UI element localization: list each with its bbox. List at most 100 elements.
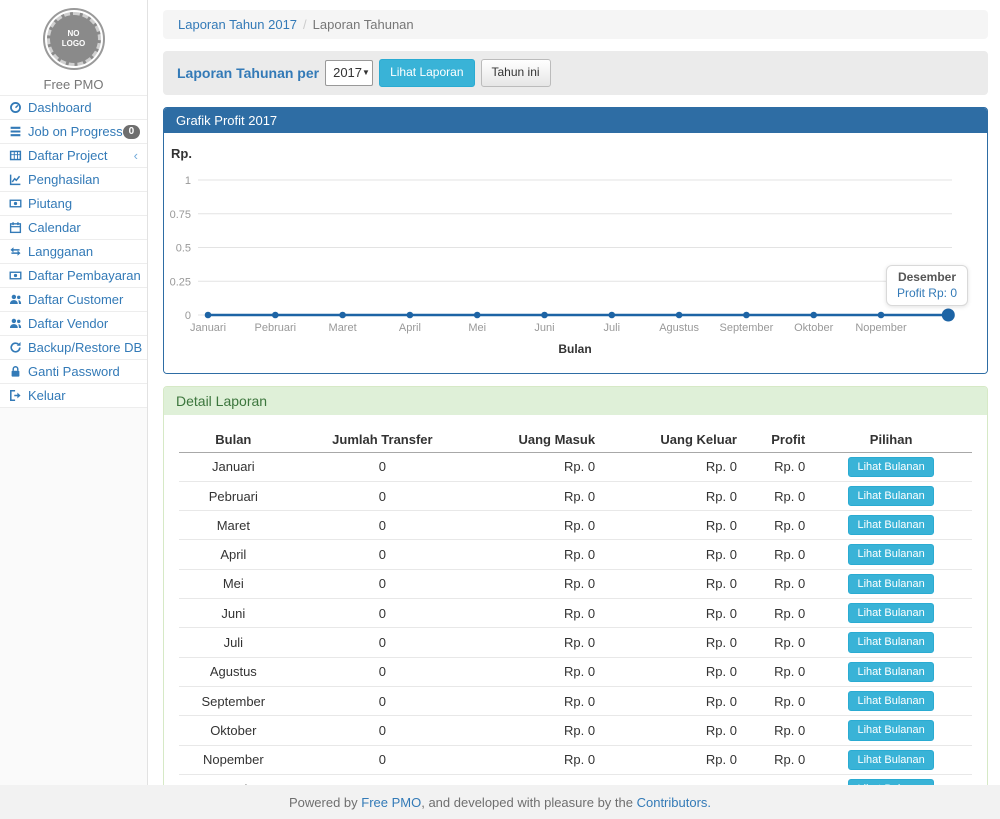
count-badge: 0	[123, 125, 141, 139]
money-icon	[9, 269, 23, 282]
cell-uang_keluar: Rp. 0	[600, 569, 742, 598]
lihat-bulanan-button[interactable]: Lihat Bulanan	[848, 750, 933, 770]
detail-laporan-panel: Detail Laporan BulanJumlah TransferUang …	[163, 386, 988, 785]
svg-text:0.5: 0.5	[176, 242, 191, 254]
tahun-ini-button[interactable]: Tahun ini	[481, 59, 551, 87]
cell-pilihan: Lihat Bulanan	[810, 540, 972, 569]
lihat-bulanan-button[interactable]: Lihat Bulanan	[848, 574, 933, 594]
cell-profit: Rp. 0	[742, 511, 810, 540]
cell-uang_masuk: Rp. 0	[477, 774, 600, 785]
sidebar-item-job-on-progress[interactable]: Job on Progress0	[0, 120, 147, 144]
sidebar-item-penghasilan[interactable]: Penghasilan	[0, 168, 147, 192]
report-table: BulanJumlah TransferUang MasukUang Kelua…	[179, 427, 972, 785]
sidebar-item-daftar-vendor[interactable]: Daftar Vendor	[0, 312, 147, 336]
column-header-bulan: Bulan	[179, 427, 288, 453]
sidebar-item-piutang[interactable]: Piutang	[0, 192, 147, 216]
sidebar-item-label: Backup/Restore DB	[28, 340, 142, 355]
lihat-bulanan-button[interactable]: Lihat Bulanan	[848, 632, 933, 652]
sidebar-item-daftar-pembayaran[interactable]: Daftar Pembayaran	[0, 264, 147, 288]
dashboard-icon	[9, 101, 23, 114]
profit-chart-panel: Grafik Profit 2017 Rp. 00.250.50.751Janu…	[163, 107, 988, 374]
cell-bulan: Desember	[179, 774, 288, 785]
cell-bulan: April	[179, 540, 288, 569]
report-table-body: Januari0Rp. 0Rp. 0Rp. 0Lihat BulananPebr…	[179, 452, 972, 785]
breadcrumb: Laporan Tahun 2017/Laporan Tahunan	[163, 10, 988, 39]
cell-uang_masuk: Rp. 0	[477, 569, 600, 598]
table-row: Januari0Rp. 0Rp. 0Rp. 0Lihat Bulanan	[179, 452, 972, 481]
svg-text:Nopember: Nopember	[855, 322, 907, 334]
sidebar-item-label: Daftar Vendor	[28, 316, 108, 331]
lihat-bulanan-button[interactable]: Lihat Bulanan	[848, 515, 933, 535]
lihat-bulanan-button[interactable]: Lihat Bulanan	[848, 691, 933, 711]
app-window: NO LOGO Free PMO DashboardJob on Progres…	[0, 0, 1000, 785]
cell-jumlah_transfer: 0	[288, 569, 478, 598]
table-row: Nopember0Rp. 0Rp. 0Rp. 0Lihat Bulanan	[179, 745, 972, 774]
table-row: Maret0Rp. 0Rp. 0Rp. 0Lihat Bulanan	[179, 511, 972, 540]
cell-pilihan: Lihat Bulanan	[810, 774, 972, 785]
lihat-bulanan-button[interactable]: Lihat Bulanan	[848, 720, 933, 740]
cell-uang_keluar: Rp. 0	[600, 540, 742, 569]
cell-uang_masuk: Rp. 0	[477, 745, 600, 774]
footer-link-contributors[interactable]: Contributors.	[637, 795, 711, 810]
cell-uang_keluar: Rp. 0	[600, 481, 742, 510]
column-header-uang-keluar: Uang Keluar	[600, 427, 742, 453]
lihat-laporan-button[interactable]: Lihat Laporan	[379, 59, 474, 87]
cell-profit: Rp. 0	[742, 628, 810, 657]
sidebar-item-dashboard[interactable]: Dashboard	[0, 96, 147, 120]
sidebar-item-ganti-password[interactable]: Ganti Password	[0, 360, 147, 384]
money-icon	[9, 197, 23, 210]
cell-profit: Rp. 0	[742, 745, 810, 774]
table-row: Mei0Rp. 0Rp. 0Rp. 0Lihat Bulanan	[179, 569, 972, 598]
lihat-bulanan-button[interactable]: Lihat Bulanan	[848, 486, 933, 506]
lihat-bulanan-button[interactable]: Lihat Bulanan	[848, 457, 933, 477]
lihat-bulanan-button[interactable]: Lihat Bulanan	[848, 603, 933, 623]
sidebar-item-label: Ganti Password	[28, 364, 120, 379]
sidebar-item-daftar-project[interactable]: Daftar Project‹	[0, 144, 147, 168]
svg-text:0: 0	[185, 310, 191, 322]
cell-uang_keluar: Rp. 0	[600, 657, 742, 686]
sidebar-item-keluar[interactable]: Keluar	[0, 384, 147, 408]
lihat-bulanan-button[interactable]: Lihat Bulanan	[848, 779, 933, 785]
footer-middle: , and developed with pleasure by the	[421, 795, 636, 810]
cell-profit: Rp. 0	[742, 657, 810, 686]
cell-bulan: Agustus	[179, 657, 288, 686]
column-header-pilihan: Pilihan	[810, 427, 972, 453]
cell-pilihan: Lihat Bulanan	[810, 511, 972, 540]
footer-link-free-pmo[interactable]: Free PMO	[361, 795, 421, 810]
sidebar-item-label: Daftar Customer	[28, 292, 123, 307]
table-row: September0Rp. 0Rp. 0Rp. 0Lihat Bulanan	[179, 686, 972, 715]
lihat-bulanan-button[interactable]: Lihat Bulanan	[848, 544, 933, 564]
svg-text:Bulan: Bulan	[558, 342, 591, 356]
cell-uang_masuk: Rp. 0	[477, 511, 600, 540]
cell-uang_masuk: Rp. 0	[477, 716, 600, 745]
cell-jumlah_transfer: 0	[288, 452, 478, 481]
cell-pilihan: Lihat Bulanan	[810, 686, 972, 715]
sidebar-item-label: Piutang	[28, 196, 72, 211]
profit-line-chart[interactable]: 00.250.50.751JanuariPebruariMaretAprilMe…	[164, 133, 987, 373]
lock-icon	[9, 365, 23, 378]
sidebar-item-langganan[interactable]: Langganan	[0, 240, 147, 264]
caret-down-icon: ▼	[362, 68, 370, 77]
table-icon	[9, 149, 23, 162]
year-select[interactable]: 2017 ▼	[325, 60, 373, 86]
sidebar-item-backup-restore-db[interactable]: Backup/Restore DB	[0, 336, 147, 360]
cell-profit: Rp. 0	[742, 716, 810, 745]
cell-uang_masuk: Rp. 0	[477, 481, 600, 510]
sidebar: NO LOGO Free PMO DashboardJob on Progres…	[0, 0, 148, 785]
report-table-header: BulanJumlah TransferUang MasukUang Kelua…	[179, 427, 972, 453]
sidebar-item-calendar[interactable]: Calendar	[0, 216, 147, 240]
report-table-container: BulanJumlah TransferUang MasukUang Kelua…	[164, 415, 987, 785]
svg-text:Januari: Januari	[190, 322, 226, 334]
table-row: Agustus0Rp. 0Rp. 0Rp. 0Lihat Bulanan	[179, 657, 972, 686]
year-filter-form: Laporan Tahunan per 2017 ▼ Lihat Laporan…	[163, 51, 988, 95]
sidebar-item-daftar-customer[interactable]: Daftar Customer	[0, 288, 147, 312]
cell-uang_keluar: Rp. 0	[600, 686, 742, 715]
cell-jumlah_transfer: 0	[288, 745, 478, 774]
sidebar-item-label: Daftar Pembayaran	[28, 268, 141, 283]
sidebar-item-label: Calendar	[28, 220, 81, 235]
calendar-icon	[9, 221, 23, 234]
year-filter-label: Laporan Tahunan per	[177, 65, 319, 81]
table-row: April0Rp. 0Rp. 0Rp. 0Lihat Bulanan	[179, 540, 972, 569]
lihat-bulanan-button[interactable]: Lihat Bulanan	[848, 662, 933, 682]
breadcrumb-link-laporan-tahun[interactable]: Laporan Tahun 2017	[178, 17, 297, 32]
